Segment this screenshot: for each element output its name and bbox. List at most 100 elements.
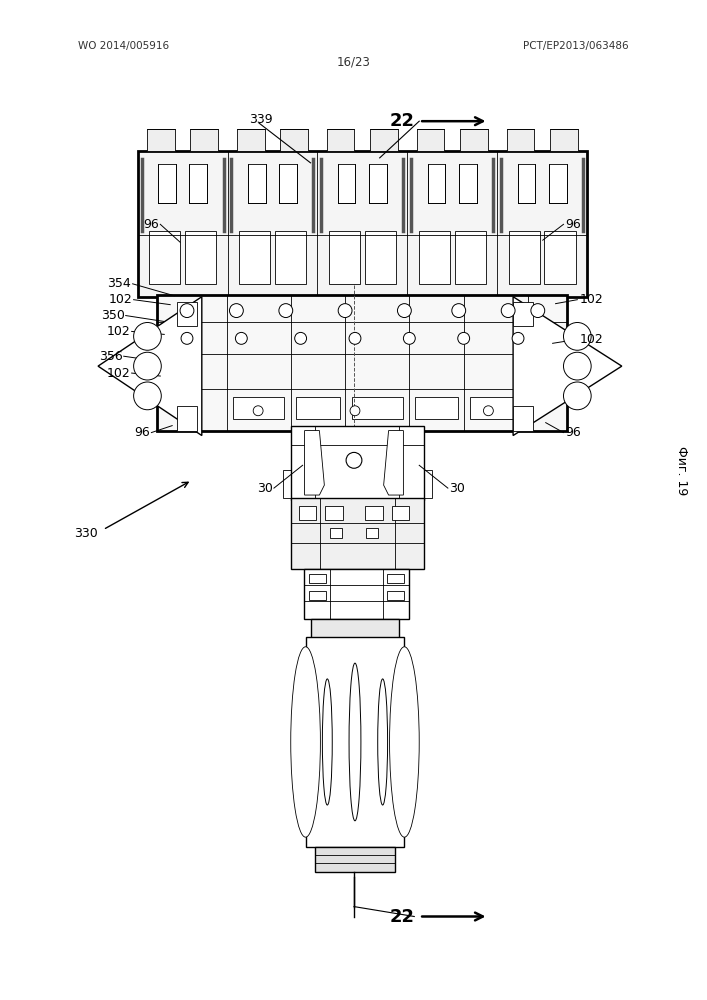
Bar: [387, 591, 404, 600]
Circle shape: [346, 452, 362, 468]
Circle shape: [501, 304, 515, 318]
Text: 16/23: 16/23: [337, 55, 370, 68]
Bar: [275, 231, 306, 284]
Bar: [305, 637, 404, 847]
Bar: [544, 231, 576, 284]
Bar: [177, 406, 197, 431]
Text: 22: 22: [390, 908, 414, 926]
Ellipse shape: [291, 647, 320, 837]
Circle shape: [253, 406, 263, 416]
Text: 96: 96: [134, 426, 151, 439]
Circle shape: [338, 304, 352, 318]
Circle shape: [181, 332, 193, 344]
Circle shape: [512, 332, 524, 344]
Bar: [296, 397, 339, 419]
Bar: [281, 129, 308, 151]
Bar: [190, 129, 218, 151]
Circle shape: [230, 304, 243, 318]
Circle shape: [397, 304, 411, 318]
Ellipse shape: [349, 663, 361, 821]
Text: 30: 30: [449, 482, 464, 495]
Polygon shape: [384, 431, 404, 495]
Bar: [387, 574, 404, 583]
Bar: [308, 591, 327, 600]
Polygon shape: [513, 297, 621, 436]
Bar: [279, 164, 297, 203]
Bar: [185, 231, 216, 284]
Circle shape: [349, 332, 361, 344]
Text: 102: 102: [107, 325, 131, 338]
Bar: [365, 231, 396, 284]
Bar: [303, 569, 409, 619]
Bar: [310, 619, 399, 639]
Bar: [237, 129, 264, 151]
Text: 30: 30: [257, 482, 273, 495]
Bar: [366, 528, 378, 538]
Text: 96: 96: [566, 218, 581, 231]
Bar: [455, 231, 486, 284]
Circle shape: [235, 332, 247, 344]
Bar: [549, 164, 567, 203]
Bar: [177, 302, 197, 326]
Text: 330: 330: [74, 527, 98, 540]
Text: 350: 350: [101, 309, 124, 322]
Circle shape: [484, 406, 493, 416]
Bar: [329, 231, 360, 284]
Bar: [239, 231, 270, 284]
Bar: [148, 231, 180, 284]
Bar: [370, 129, 398, 151]
Bar: [325, 506, 343, 520]
Bar: [508, 231, 540, 284]
Circle shape: [457, 332, 469, 344]
Text: 339: 339: [250, 113, 273, 126]
Bar: [507, 129, 534, 151]
Text: WO 2014/005916: WO 2014/005916: [78, 41, 170, 51]
Bar: [291, 498, 424, 569]
Circle shape: [531, 304, 544, 318]
Bar: [138, 151, 588, 297]
Bar: [291, 426, 424, 500]
Bar: [351, 397, 403, 419]
Circle shape: [563, 382, 591, 410]
Text: 22: 22: [390, 112, 414, 130]
Bar: [392, 506, 409, 520]
Ellipse shape: [390, 647, 419, 837]
Bar: [518, 164, 535, 203]
Bar: [369, 164, 387, 203]
Bar: [419, 231, 450, 284]
Bar: [315, 847, 395, 872]
Bar: [308, 574, 327, 583]
Bar: [513, 302, 533, 326]
Bar: [365, 506, 382, 520]
Polygon shape: [283, 470, 300, 498]
Bar: [513, 406, 533, 431]
Text: 102: 102: [579, 293, 603, 306]
Bar: [327, 129, 354, 151]
Bar: [460, 129, 488, 151]
Bar: [233, 397, 284, 419]
Bar: [158, 295, 568, 431]
Bar: [298, 506, 317, 520]
Bar: [247, 164, 266, 203]
Text: 102: 102: [107, 367, 131, 380]
Bar: [416, 129, 445, 151]
Bar: [338, 164, 356, 203]
Text: 354: 354: [107, 277, 131, 290]
Text: 356: 356: [99, 350, 123, 363]
Circle shape: [134, 352, 161, 380]
Bar: [460, 164, 477, 203]
Circle shape: [563, 352, 591, 380]
Polygon shape: [305, 431, 325, 495]
Bar: [189, 164, 207, 203]
Bar: [415, 397, 458, 419]
Polygon shape: [414, 470, 432, 498]
Bar: [147, 129, 175, 151]
Text: PCT/EP2013/063486: PCT/EP2013/063486: [523, 41, 629, 51]
Circle shape: [134, 322, 161, 350]
Circle shape: [350, 406, 360, 416]
Ellipse shape: [322, 679, 332, 805]
Bar: [428, 164, 445, 203]
Text: 102: 102: [579, 333, 603, 346]
Bar: [158, 164, 175, 203]
Text: 96: 96: [566, 426, 581, 439]
